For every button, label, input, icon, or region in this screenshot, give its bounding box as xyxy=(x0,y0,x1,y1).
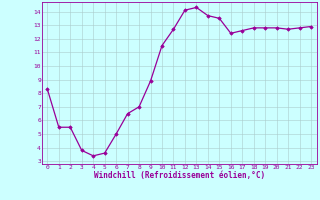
X-axis label: Windchill (Refroidissement éolien,°C): Windchill (Refroidissement éolien,°C) xyxy=(94,171,265,180)
